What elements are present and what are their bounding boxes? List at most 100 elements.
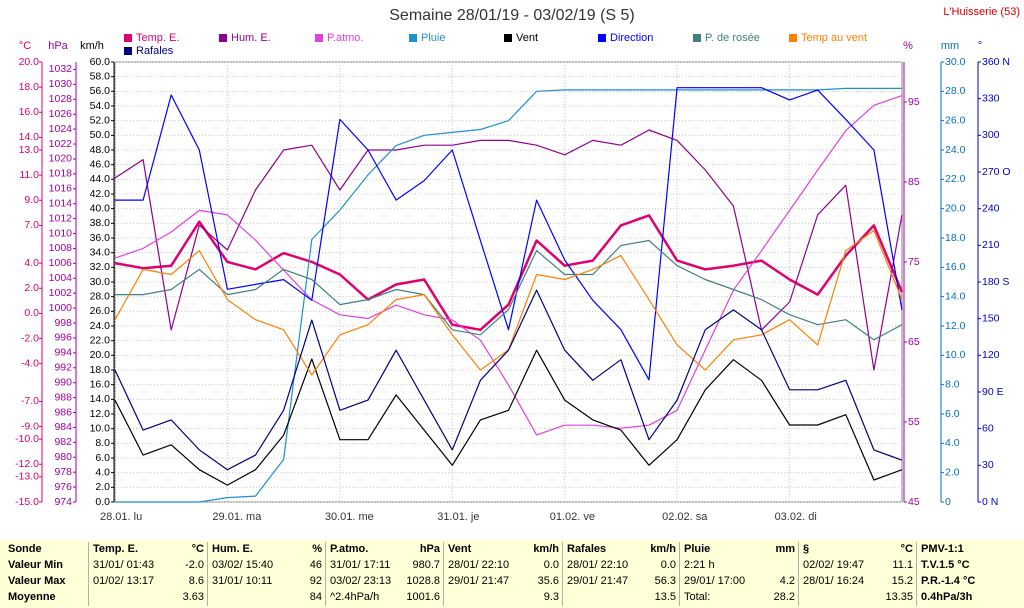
cell-time: 2:21 h bbox=[684, 559, 715, 571]
legend-label: Pluie bbox=[421, 32, 445, 44]
column-head: § bbox=[803, 543, 810, 555]
y-tick-label: 40.0 bbox=[90, 202, 111, 214]
y-tick-label: -15.0 bbox=[15, 496, 39, 508]
series-line bbox=[114, 214, 904, 332]
y-tick-label: 0.0 bbox=[24, 307, 39, 319]
cell-value: 92 bbox=[309, 575, 322, 587]
column-head: Pluie bbox=[684, 543, 711, 555]
y-tick-label: 4.0 bbox=[24, 257, 39, 269]
y-tick-label: 44.0 bbox=[90, 173, 111, 185]
legend-label: P.atmo. bbox=[327, 32, 364, 44]
y-tick-label: 150 bbox=[982, 312, 1000, 324]
y-tick-label: 26.0 bbox=[90, 305, 111, 317]
y-tick-label: 984 bbox=[54, 421, 72, 433]
y-tick-label: 14.0 bbox=[945, 290, 966, 302]
y-tick-label: -4.0 bbox=[21, 357, 39, 369]
cell-value: 980.7 bbox=[412, 559, 440, 571]
cell-time: 28/01/ 22:10 bbox=[448, 559, 510, 571]
cell-time: 31/01/ 01:43 bbox=[93, 559, 155, 571]
corner: Sonde bbox=[8, 543, 42, 555]
y-tick-label: 16.0 bbox=[19, 106, 40, 118]
y-tick-label: 1032 bbox=[49, 63, 73, 75]
cell-time: 29/01/ 21:47 bbox=[567, 575, 629, 587]
y-tick-label: 330 bbox=[982, 92, 1000, 104]
y-tick-label: 95 bbox=[908, 96, 920, 108]
y-tick-label: 1026 bbox=[49, 108, 73, 120]
y-tick-label: 10.0 bbox=[945, 349, 966, 361]
y-tick-label: 7.0 bbox=[24, 219, 39, 231]
column-head: Rafales bbox=[567, 543, 607, 555]
column-head: Hum. E. bbox=[212, 543, 253, 555]
y-tick-label: 1030 bbox=[49, 78, 73, 90]
y-tick-label: 14.0 bbox=[90, 393, 111, 405]
y-tick-label: 986 bbox=[54, 406, 72, 418]
y-tick-label: -13.0 bbox=[15, 471, 39, 483]
cell-time: 29/01/ 21:47 bbox=[448, 575, 510, 587]
legend-swatch bbox=[124, 34, 132, 42]
column-unit: °C bbox=[191, 543, 204, 555]
cell-value: 84 bbox=[309, 591, 322, 603]
stats-table: Sonde Valeur Min Valeur Max Moyenne Temp. E.… bbox=[0, 540, 1024, 608]
legend-swatch bbox=[504, 34, 512, 42]
y-tick-label: 0 N bbox=[982, 496, 998, 508]
y-tick-label: 2.0 bbox=[95, 481, 110, 493]
station: L'Huisserie (53) bbox=[943, 6, 1020, 18]
y-tick-label: 75 bbox=[908, 256, 920, 268]
cell-time: Total: bbox=[684, 591, 711, 603]
y-tick-label: 55 bbox=[908, 416, 920, 428]
cell-value: 1001.6 bbox=[406, 591, 440, 603]
y-tick-label: 18.0 bbox=[90, 364, 111, 376]
y-tick-label: 976 bbox=[54, 481, 72, 493]
series-line bbox=[115, 239, 903, 341]
y-tick-label: 16.0 bbox=[945, 261, 966, 273]
y-tick-label: 56.0 bbox=[90, 85, 111, 97]
y-tick-label: 28.0 bbox=[945, 85, 966, 97]
cell-value: 8.6 bbox=[188, 575, 204, 587]
y-tick-label: 8.0 bbox=[945, 378, 960, 390]
column-sep bbox=[443, 542, 444, 606]
y-tick-label: 85 bbox=[908, 176, 920, 188]
y-tick-label: 1004 bbox=[49, 272, 73, 284]
y-tick-label: 1008 bbox=[49, 242, 73, 254]
row-label: Moyenne bbox=[8, 591, 56, 603]
column-sep bbox=[562, 542, 563, 606]
axis-title: % bbox=[903, 40, 913, 52]
row-label: Valeur Max bbox=[8, 575, 66, 587]
y-tick-label: 120 bbox=[982, 349, 1000, 361]
y-tick-label: 1018 bbox=[49, 168, 73, 180]
y-tick-label: 0 bbox=[945, 496, 951, 508]
cell-time: 28/01/ 16:24 bbox=[803, 575, 865, 587]
y-tick-label: 24.0 bbox=[90, 320, 111, 332]
column-unit: mm bbox=[775, 543, 795, 555]
y-tick-label: 18.0 bbox=[19, 81, 40, 93]
y-tick-label: 360 N bbox=[982, 56, 1010, 68]
column-sep bbox=[798, 542, 799, 606]
cell-value: 35.6 bbox=[537, 575, 559, 587]
axis-title: mm bbox=[941, 40, 959, 52]
y-tick-label: -2.0 bbox=[21, 332, 39, 344]
x-tick-label: 28.01. lu bbox=[100, 511, 142, 523]
y-tick-label: 6.0 bbox=[95, 452, 110, 464]
legend-swatch bbox=[124, 47, 132, 55]
axis-title: °C bbox=[19, 40, 31, 52]
x-tick-label: 29.01. ma bbox=[212, 511, 262, 523]
row-label: Valeur Min bbox=[8, 559, 64, 571]
cell-time: ^2.4hPa/h bbox=[330, 591, 380, 603]
cell-time: P.R.-1.4 °C bbox=[921, 575, 976, 587]
cell-time: 31/01/ 10:11 bbox=[212, 575, 273, 587]
y-tick-label: 16.0 bbox=[90, 378, 111, 390]
series-line bbox=[115, 87, 902, 503]
y-tick-label: 32.0 bbox=[90, 261, 111, 273]
y-tick-label: 990 bbox=[54, 376, 72, 388]
y-tick-label: 6.0 bbox=[945, 408, 960, 420]
y-tick-label: 994 bbox=[54, 347, 72, 359]
y-tick-label: 1006 bbox=[49, 257, 73, 269]
axis-title: ° bbox=[978, 40, 982, 52]
series-line bbox=[115, 87, 903, 381]
legend-label: Vent bbox=[516, 32, 538, 44]
column-sep bbox=[679, 542, 680, 606]
column-unit: km/h bbox=[650, 543, 676, 555]
cell-time: 03/02/ 23:13 bbox=[330, 575, 392, 587]
cell-time: T.V.1.5 °C bbox=[921, 559, 970, 571]
